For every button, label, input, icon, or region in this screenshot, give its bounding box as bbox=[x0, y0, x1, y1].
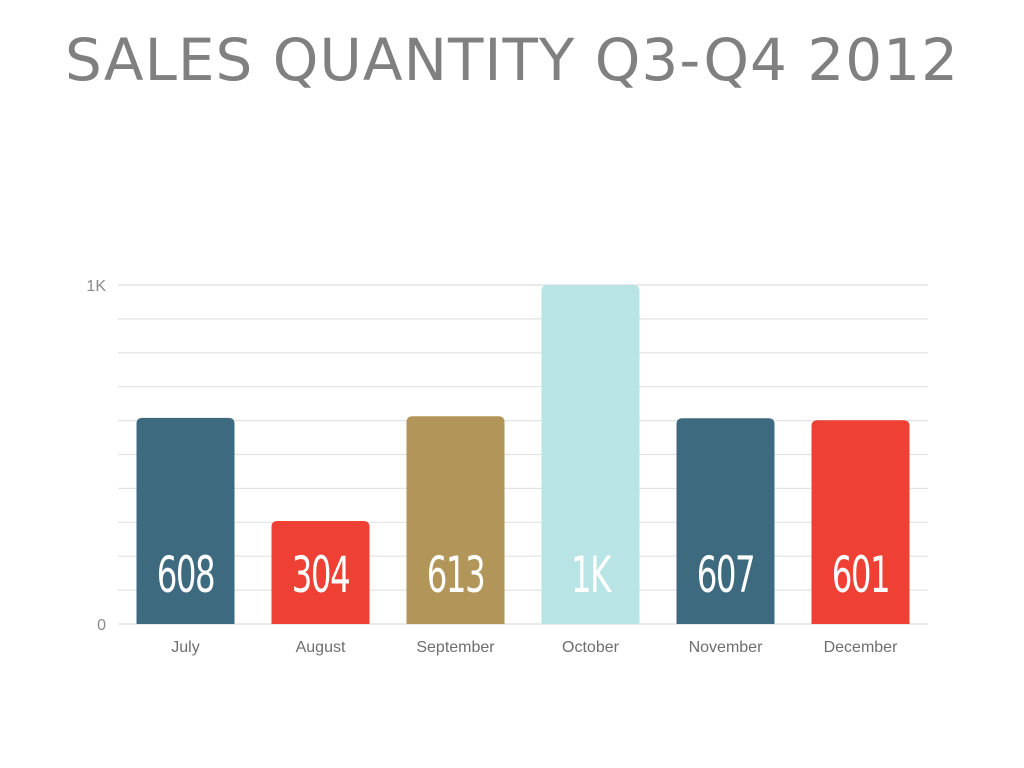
category-labels: July August September October November Decemb… bbox=[171, 639, 898, 656]
bar-november bbox=[676, 418, 775, 624]
value-label: 607 bbox=[697, 547, 754, 604]
y-tick-label: 1K bbox=[86, 278, 106, 295]
bar-august bbox=[271, 520, 370, 624]
value-label: 304 bbox=[292, 547, 349, 604]
category-label: October bbox=[562, 639, 620, 656]
bar-december bbox=[811, 420, 910, 624]
bar-october bbox=[541, 285, 640, 624]
category-label: November bbox=[689, 639, 763, 656]
bar-september bbox=[406, 416, 505, 624]
category-label: August bbox=[296, 639, 346, 656]
value-label: 608 bbox=[157, 547, 214, 604]
value-label: 1K bbox=[571, 547, 612, 604]
category-label: July bbox=[171, 639, 199, 656]
value-label: 601 bbox=[832, 547, 889, 604]
value-label: 613 bbox=[427, 547, 484, 604]
bars bbox=[136, 285, 910, 624]
category-label: December bbox=[824, 639, 898, 656]
chart-title: SALES QUANTITY Q3-Q4 2012 bbox=[65, 26, 959, 94]
gridlines bbox=[118, 284, 928, 625]
y-tick-label: 0 bbox=[97, 617, 106, 634]
value-labels: 608 304 613 1K 607 601 bbox=[157, 547, 891, 604]
y-axis-labels: 0 1K bbox=[86, 278, 106, 634]
category-label: September bbox=[416, 639, 495, 656]
bar-july bbox=[136, 417, 235, 624]
